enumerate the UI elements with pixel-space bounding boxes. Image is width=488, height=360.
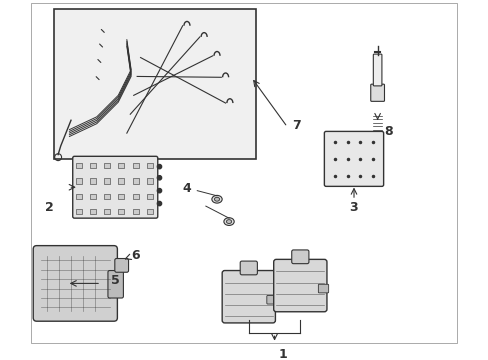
Bar xyxy=(76,209,82,214)
Bar xyxy=(146,194,152,199)
Text: 7: 7 xyxy=(291,119,300,132)
Text: 6: 6 xyxy=(131,249,140,262)
Ellipse shape xyxy=(224,218,234,225)
FancyBboxPatch shape xyxy=(115,258,128,272)
Bar xyxy=(54,9,255,159)
Text: 3: 3 xyxy=(348,201,357,214)
Circle shape xyxy=(157,165,162,169)
Text: 5: 5 xyxy=(111,274,120,287)
Bar xyxy=(132,163,138,168)
Ellipse shape xyxy=(211,195,222,203)
Bar xyxy=(118,209,124,214)
FancyBboxPatch shape xyxy=(324,131,383,186)
FancyBboxPatch shape xyxy=(266,296,277,304)
FancyBboxPatch shape xyxy=(372,54,381,86)
Bar xyxy=(76,178,82,184)
Circle shape xyxy=(157,176,162,180)
Bar xyxy=(118,178,124,184)
Bar xyxy=(132,178,138,184)
Ellipse shape xyxy=(214,197,219,201)
Bar xyxy=(146,178,152,184)
FancyBboxPatch shape xyxy=(291,250,308,264)
Bar xyxy=(118,194,124,199)
Circle shape xyxy=(157,189,162,193)
FancyBboxPatch shape xyxy=(273,259,326,312)
Bar xyxy=(90,178,96,184)
Bar xyxy=(132,194,138,199)
Bar xyxy=(104,178,110,184)
Bar xyxy=(90,163,96,168)
FancyBboxPatch shape xyxy=(108,270,123,298)
FancyBboxPatch shape xyxy=(370,84,384,102)
Circle shape xyxy=(157,201,162,206)
Bar xyxy=(146,209,152,214)
Bar xyxy=(90,194,96,199)
Bar xyxy=(90,209,96,214)
Bar xyxy=(132,209,138,214)
Bar xyxy=(76,163,82,168)
FancyBboxPatch shape xyxy=(318,284,328,293)
Bar xyxy=(104,163,110,168)
Ellipse shape xyxy=(226,220,231,224)
Bar xyxy=(118,163,124,168)
Bar xyxy=(104,194,110,199)
FancyBboxPatch shape xyxy=(240,261,257,275)
Bar xyxy=(146,163,152,168)
Text: 4: 4 xyxy=(182,183,191,195)
FancyBboxPatch shape xyxy=(33,246,117,321)
FancyBboxPatch shape xyxy=(222,270,275,323)
FancyBboxPatch shape xyxy=(73,156,158,218)
Bar xyxy=(104,209,110,214)
Text: 8: 8 xyxy=(384,125,392,138)
Text: 2: 2 xyxy=(45,201,54,214)
Bar xyxy=(76,194,82,199)
Text: 1: 1 xyxy=(278,348,287,360)
